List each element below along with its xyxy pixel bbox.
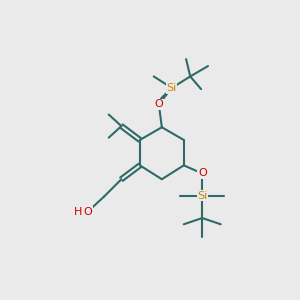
Text: O: O bbox=[154, 99, 163, 109]
Text: Si: Si bbox=[167, 83, 177, 93]
Text: Si: Si bbox=[197, 191, 207, 201]
Text: O: O bbox=[83, 207, 92, 217]
Text: O: O bbox=[198, 168, 207, 178]
Text: H: H bbox=[74, 207, 82, 217]
